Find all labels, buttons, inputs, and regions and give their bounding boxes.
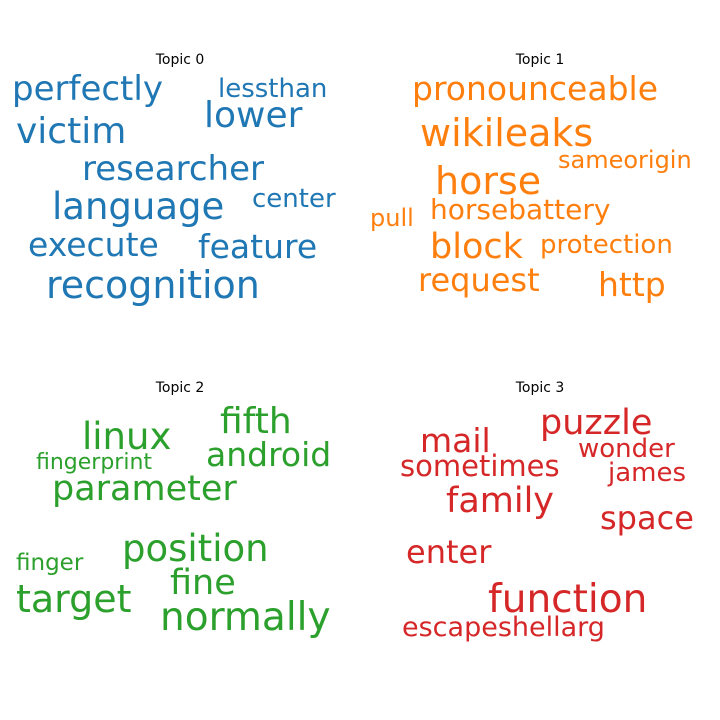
word: normally [160, 595, 331, 640]
word: perfectly [12, 69, 163, 109]
word: pronounceable [412, 69, 659, 108]
word: feature [198, 227, 318, 266]
word: fine [170, 563, 236, 603]
word: parameter [52, 469, 237, 509]
word: horsebattery [430, 193, 611, 226]
topic-1-title: Topic 1 [515, 52, 565, 68]
word: linux [82, 415, 172, 458]
word: space [600, 499, 694, 537]
word: center [252, 184, 336, 214]
word: enter [406, 533, 492, 571]
topic-3-wordcloud: Topic 3 puzzle mail wonder sometimes james fa… [360, 328, 720, 688]
topic-1-wordcloud: Topic 1 pronounceable wikileaks sameorigin… [360, 0, 720, 360]
word: finger [16, 550, 84, 576]
topic-0-wordcloud: Topic 0 perfectly lessthan lower victim rese… [0, 0, 360, 360]
word: fingerprint [36, 450, 153, 475]
word: mail [420, 421, 491, 460]
word: horse [435, 159, 542, 203]
word: protection [540, 230, 673, 260]
word: target [16, 577, 132, 621]
word: http [598, 265, 666, 304]
word: recognition [46, 263, 260, 307]
word: puzzle [540, 403, 653, 443]
word: escapeshellarg [402, 612, 605, 643]
word: fifth [220, 401, 292, 442]
topic-0-title: Topic 0 [155, 52, 205, 68]
word: researcher [82, 149, 264, 189]
topic-3-title: Topic 3 [515, 380, 565, 396]
word: pull [370, 204, 414, 232]
word: execute [28, 225, 159, 264]
word: request [418, 261, 540, 299]
word: wikileaks [420, 111, 594, 155]
word: lessthan [218, 74, 328, 104]
word: block [430, 227, 523, 267]
word: sometimes [400, 449, 560, 483]
word: android [206, 435, 332, 474]
word: sameorigin [558, 146, 692, 174]
word: victim [16, 111, 127, 152]
word: function [488, 577, 648, 622]
word: james [608, 458, 687, 488]
word: wonder [578, 434, 675, 464]
word: position [122, 527, 269, 570]
topic-2-wordcloud: Topic 2 fifth linux fingerprint android para… [0, 328, 360, 688]
word: lower [204, 95, 303, 136]
word: family [446, 481, 555, 521]
topic-2-title: Topic 2 [155, 380, 205, 396]
word: language [52, 185, 225, 228]
